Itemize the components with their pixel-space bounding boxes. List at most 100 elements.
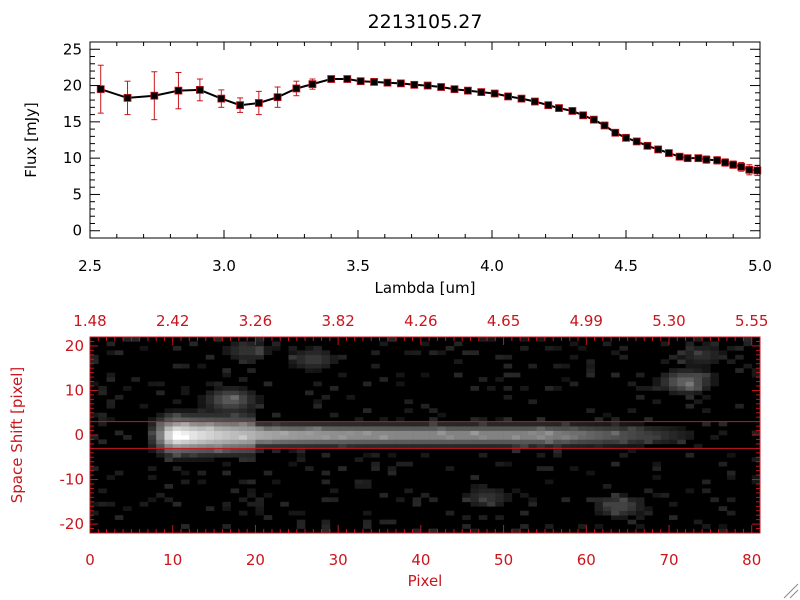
image-cell	[561, 430, 571, 436]
image-cell	[114, 430, 124, 436]
image-cell	[561, 443, 571, 449]
image-cell	[230, 390, 240, 396]
image-cell	[346, 421, 355, 427]
resize-grip-icon[interactable]	[783, 583, 799, 599]
image-cell	[478, 452, 488, 458]
image-cell	[205, 435, 215, 440]
image-cell	[255, 506, 264, 512]
image-cell	[487, 501, 496, 507]
image-cell	[453, 372, 463, 378]
image-cell	[611, 439, 620, 445]
image-cell	[313, 439, 322, 445]
image-cell	[271, 430, 281, 436]
image-cell	[412, 528, 422, 534]
image-cell	[156, 492, 165, 498]
image-cell	[611, 417, 620, 422]
image-cell	[478, 515, 488, 520]
image-cell	[172, 443, 182, 449]
image-cell	[396, 426, 405, 431]
image-cell	[180, 457, 190, 463]
data-point	[463, 86, 472, 95]
image-cell	[90, 359, 99, 365]
image-cell	[197, 399, 207, 405]
image-cell	[693, 345, 703, 351]
image-cell	[693, 443, 703, 449]
data-point	[410, 80, 419, 89]
image-cell	[470, 435, 480, 440]
image-cell	[611, 501, 620, 507]
image-cell	[247, 435, 256, 440]
image-cell	[288, 426, 298, 431]
image-cell	[520, 386, 529, 391]
image-cell	[114, 515, 124, 520]
image-cell	[296, 519, 306, 525]
image-cell	[586, 408, 595, 414]
image-cell	[106, 372, 116, 378]
image-cell	[313, 363, 322, 369]
image-cell	[503, 497, 513, 503]
image-cell	[338, 439, 347, 445]
image-cell	[478, 435, 488, 440]
image-cell	[644, 430, 653, 436]
image-cell	[453, 443, 463, 449]
image-cell	[470, 439, 480, 445]
image-cell	[536, 430, 546, 436]
image-cell	[487, 430, 496, 436]
image-cell	[313, 421, 322, 427]
image-cell	[247, 417, 256, 422]
image-cell	[462, 426, 471, 431]
image-cell	[362, 430, 372, 436]
image-cell	[379, 430, 389, 436]
image-cell	[214, 381, 223, 387]
data-point	[713, 156, 722, 165]
pixel-tick-label: 20	[246, 551, 265, 569]
image-cell	[362, 452, 372, 458]
image-cell	[205, 439, 215, 445]
image-cell	[180, 386, 190, 391]
image-cell	[329, 430, 339, 436]
image-cell	[305, 390, 314, 396]
image-cell	[710, 345, 719, 351]
image-cell	[296, 510, 306, 516]
image-cell	[197, 426, 207, 431]
image-cell	[462, 515, 471, 520]
image-cell	[305, 430, 314, 436]
image-cell	[338, 430, 347, 436]
image-cell	[296, 448, 306, 454]
image-cell	[619, 492, 628, 498]
image-cell	[156, 435, 165, 440]
image-cell	[536, 426, 546, 431]
image-cell	[660, 377, 670, 382]
image-cell	[478, 484, 488, 489]
image-cell	[412, 421, 422, 427]
image-cell	[255, 354, 264, 360]
image-cell	[305, 363, 314, 369]
image-cell	[164, 448, 174, 454]
data-point	[737, 162, 746, 171]
image-cell	[412, 443, 422, 449]
image-cell	[710, 359, 719, 365]
image-cell	[230, 403, 240, 409]
image-cell	[172, 452, 182, 458]
image-cell	[387, 443, 397, 449]
image-cell	[263, 443, 273, 449]
image-cell	[553, 421, 562, 427]
image-cell	[412, 501, 422, 507]
image-cell	[420, 439, 430, 445]
image-cell	[222, 421, 231, 427]
shift-tick-label: -20	[60, 515, 85, 533]
image-cell	[693, 350, 703, 356]
image-cell	[437, 439, 446, 445]
image-cell	[263, 381, 273, 387]
image-cell	[627, 421, 637, 427]
image-cell	[726, 497, 736, 503]
image-cell	[561, 363, 571, 369]
data-point	[383, 78, 392, 87]
image-cell	[635, 430, 645, 436]
image-cell	[693, 337, 703, 342]
image-cell	[669, 501, 678, 507]
image-cell	[520, 435, 529, 440]
image-cell	[313, 403, 322, 409]
image-cell	[247, 390, 256, 396]
image-cell	[214, 394, 223, 400]
